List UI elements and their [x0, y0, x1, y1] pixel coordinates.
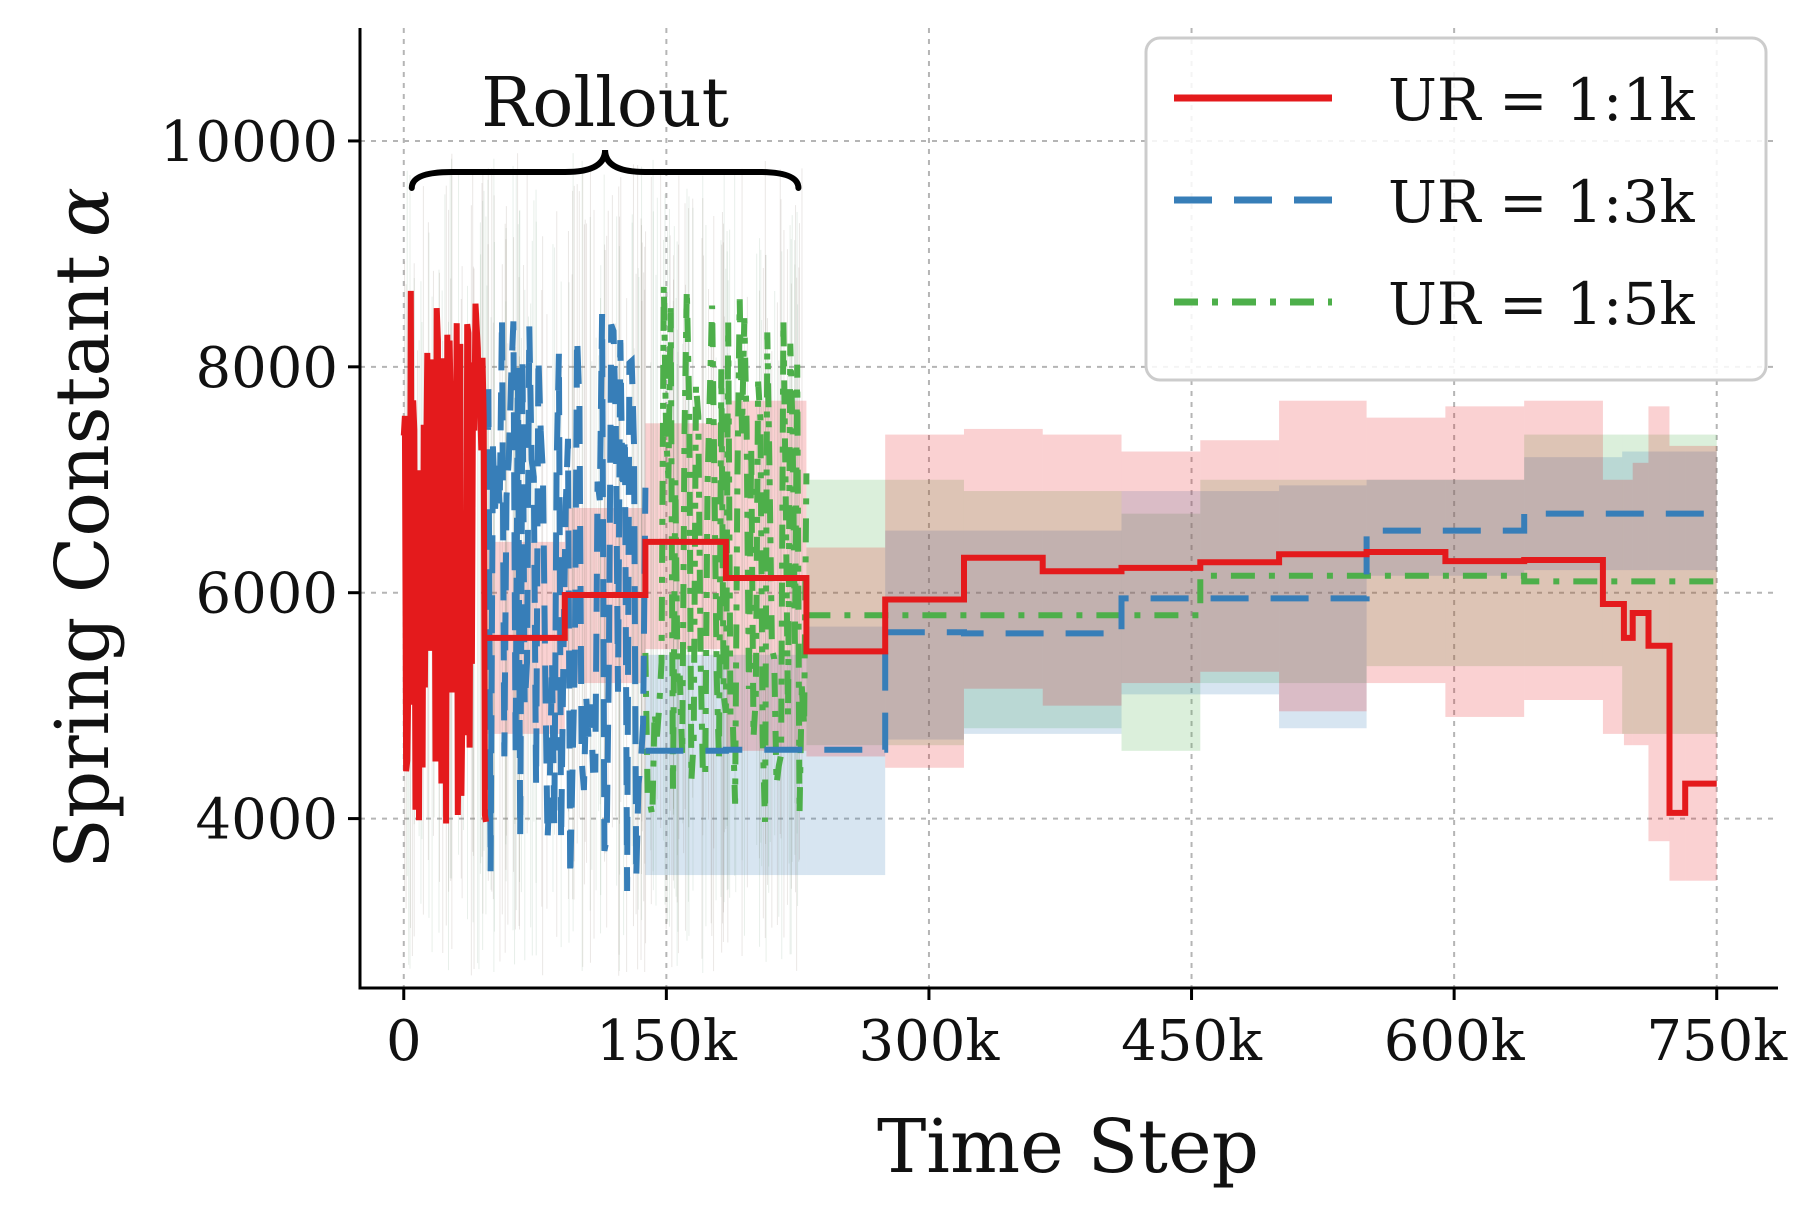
y-axis-ticks: 4000 6000 8000 10000 — [160, 110, 360, 853]
legend-label: UR = 1:3k — [1388, 168, 1695, 236]
x-tick-label: 150k — [596, 1009, 738, 1074]
x-tick-label: 0 — [386, 1009, 422, 1074]
x-tick-label: 450k — [1121, 1009, 1263, 1074]
rollout-noise-0 — [400, 290, 489, 824]
y-axis-title: Spring Constant α — [40, 187, 126, 869]
legend: UR = 1:1k UR = 1:3k UR = 1:5k — [1144, 36, 1768, 382]
y-tick-label: 6000 — [195, 562, 338, 627]
confidence-band — [1279, 485, 1367, 729]
series-line-0 — [486, 538, 1717, 816]
series-line-2 — [806, 572, 1717, 619]
confidence-band — [1121, 513, 1201, 751]
x-axis-ticks: 0 150k 300k 450k 600k 750k — [386, 988, 1788, 1074]
y-tick-label: 10000 — [160, 110, 338, 175]
axes — [358, 28, 1778, 990]
y-tick-label: 8000 — [195, 336, 338, 401]
x-axis-title: Time Step — [877, 1104, 1259, 1190]
legend-box — [1144, 36, 1768, 382]
y-axis-title-text: Spring Constant — [40, 255, 126, 869]
confidence-band — [1632, 462, 1649, 746]
confidence-band — [1685, 445, 1717, 881]
rollout-label: Rollout — [481, 64, 729, 143]
confidence-band — [1200, 440, 1280, 672]
x-tick-label: 750k — [1646, 1009, 1788, 1074]
confidence-band — [1524, 400, 1603, 700]
confidence-band — [1648, 406, 1670, 842]
confidence-band — [1524, 434, 1623, 667]
confidence-band — [645, 654, 726, 876]
legend-label: UR = 1:1k — [1388, 66, 1695, 134]
confidence-band — [1669, 445, 1686, 881]
rollout-noise-1 — [483, 313, 649, 892]
series-lines — [400, 284, 1717, 892]
series-line-1 — [645, 510, 1717, 754]
y-axis-title-symbol: α — [40, 187, 126, 237]
legend-label: UR = 1:5k — [1388, 270, 1695, 338]
x-tick-label: 600k — [1384, 1009, 1526, 1074]
rollout-annotation: Rollout — [408, 64, 802, 191]
x-tick-label: 300k — [859, 1009, 1001, 1074]
rollout-noise-2 — [642, 284, 810, 822]
confidence-band — [1200, 479, 1367, 684]
y-tick-label: 4000 — [195, 788, 338, 853]
confidence-band — [963, 491, 1122, 729]
rollout-brace — [408, 149, 802, 191]
axis-spines — [358, 28, 1778, 990]
confidence-band — [1623, 479, 1633, 746]
